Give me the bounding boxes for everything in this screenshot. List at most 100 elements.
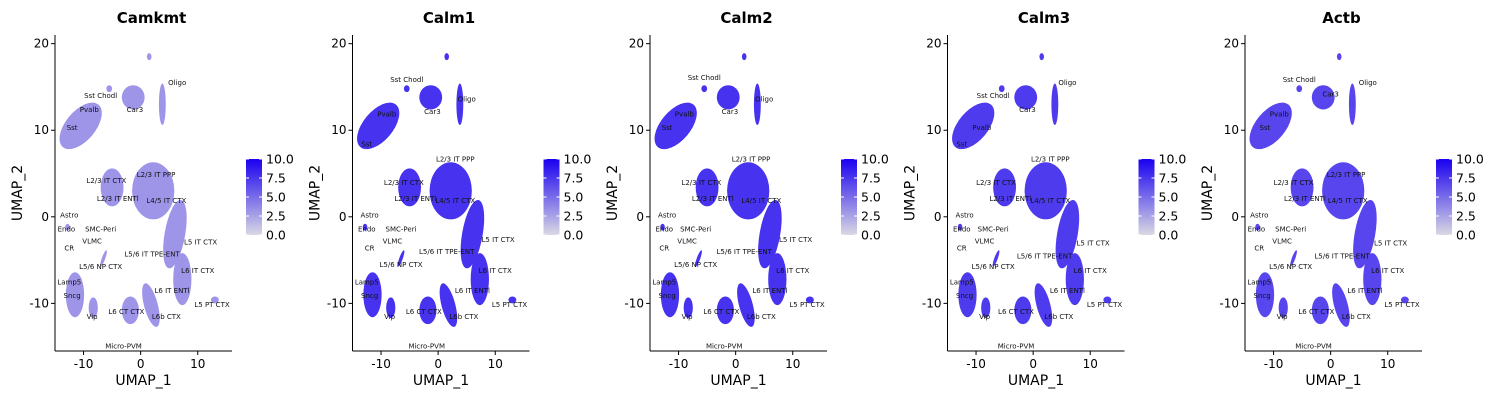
cluster-label: L5 IT CTX <box>482 236 515 244</box>
cluster-label: Endo <box>655 226 673 234</box>
cluster-label: SMC-Peri <box>978 226 1009 234</box>
x-tick-label: 0 <box>137 357 145 371</box>
cluster-label: L2/3 IT CTX <box>976 179 1016 187</box>
cluster-label: Oligo <box>755 96 773 104</box>
cluster-label: L4/5 IT CTX <box>435 197 475 205</box>
cluster-label: Oligo <box>458 96 476 104</box>
cell-cluster <box>470 253 489 306</box>
cell-cluster <box>1278 297 1288 319</box>
cell-cluster <box>173 253 192 306</box>
cell-cluster <box>1290 168 1314 207</box>
cell-cluster <box>1348 83 1356 126</box>
legend-tick-label: 2.5 <box>1456 209 1476 224</box>
cluster-label: Lamp5 <box>652 278 676 286</box>
cluster-label: L6 CT CTX <box>1298 308 1334 316</box>
y-tick-label: 0 <box>41 210 49 224</box>
cluster-label: L6 CT CTX <box>998 308 1034 316</box>
color-legend: 0.0 2.5 5.0 7.5 10.0 <box>1138 152 1187 243</box>
cluster-label: L5 IT CTX <box>184 239 217 247</box>
y-tick-label: 10 <box>34 123 49 137</box>
cell-cluster <box>456 83 464 126</box>
cluster-label: SMC-Peri <box>680 226 711 234</box>
y-tick-label: 0 <box>339 210 347 224</box>
cluster-label: L5 IT CTX <box>1374 239 1407 247</box>
cell-cluster <box>65 223 70 231</box>
y-axis-title: UMAP_2 <box>605 165 621 221</box>
cluster-label: Sst Chodl <box>977 92 1010 100</box>
cluster-label: Endo <box>358 226 376 234</box>
x-tick-label: 0 <box>434 357 442 371</box>
cell-cluster <box>701 85 708 93</box>
cluster-label: L5/6 IT TPE-ENT <box>717 248 773 256</box>
cell-cluster <box>121 85 145 110</box>
cell-cluster <box>1255 272 1275 318</box>
x-tick-label: 0 <box>1029 357 1037 371</box>
legend-tick-label: 5.0 <box>1456 190 1476 205</box>
cluster-label: L5/6 IT TPE-ENT <box>419 248 475 256</box>
cluster-label: L5/6 NP CTX <box>380 261 423 269</box>
cluster-label: Endo <box>1248 226 1266 234</box>
cell-cluster <box>1363 253 1382 306</box>
cell-cluster <box>1065 253 1084 306</box>
legend-colorbar <box>841 159 857 235</box>
cluster-label: L5/6 IT TPE-ENT <box>124 251 180 259</box>
cluster-label: Astro <box>1250 212 1268 220</box>
cluster-label: L2/3 IT PPP <box>436 155 475 163</box>
cluster-label: Astro <box>956 212 974 220</box>
legend-tick-label: 10.0 <box>266 152 294 167</box>
cluster-label: SMC-Peri <box>85 226 116 234</box>
cell-cluster <box>660 223 665 231</box>
cluster-label: Lamp5 <box>950 278 974 286</box>
cluster-label: VLMC <box>82 238 102 246</box>
color-legend: 0.0 2.5 5.0 7.5 10.0 <box>841 152 889 243</box>
cell-cluster <box>958 272 977 318</box>
cluster-label: L6 IT ENTl <box>1050 287 1085 295</box>
cluster-label: L6 IT ENTl <box>1347 287 1382 295</box>
y-tick-label: 20 <box>629 37 644 51</box>
cluster-label: VLMC <box>975 238 995 246</box>
cell-cluster <box>737 283 755 327</box>
y-tick-label: 10 <box>331 123 346 137</box>
cluster-label: L5/6 NP CTX <box>972 263 1015 271</box>
cluster-label: L5 IT CTX <box>1077 239 1110 247</box>
feature-plot-panel: Calm2 -10 0 10 -10 0 10 20 UMAP_1 UMAP_2 Sst Chodl… <box>605 9 889 389</box>
cluster-label: L2/3 IT CTX <box>1274 179 1314 187</box>
cell-cluster <box>508 296 517 304</box>
legend-tick-label: 5.0 <box>1159 190 1179 205</box>
cell-cluster <box>716 296 734 325</box>
cluster-label: L6b CTX <box>449 313 478 321</box>
cell-point-cloud <box>654 53 814 327</box>
cluster-label: SMC-Peri <box>1275 226 1306 234</box>
legend-tick-label: 10.0 <box>564 152 592 167</box>
cluster-label: L5/6 NP CTX <box>79 263 122 271</box>
y-axis-title: UMAP_2 <box>903 165 919 221</box>
y-tick-label: -10 <box>29 296 49 310</box>
legend-tick-label: 0.0 <box>266 228 286 243</box>
cell-cluster <box>957 223 963 231</box>
y-axis-title: UMAP_2 <box>10 165 26 221</box>
cluster-label: L6 IT CTX <box>1371 267 1404 275</box>
cell-cluster <box>59 102 102 150</box>
cluster-label: Vip <box>1277 313 1289 321</box>
cell-cluster <box>1353 199 1377 269</box>
cell-cluster <box>403 85 410 93</box>
legend-tick-label: 10.0 <box>861 152 889 167</box>
cell-cluster <box>88 297 98 319</box>
cell-cluster <box>1249 102 1292 150</box>
y-tick-label: -10 <box>327 296 347 310</box>
legend-tick-label: 2.5 <box>266 209 286 224</box>
cell-cluster <box>1311 296 1329 325</box>
x-tick-label: 0 <box>732 357 740 371</box>
cell-cluster <box>1014 296 1032 325</box>
legend-tick-label: 10.0 <box>1159 152 1187 167</box>
cell-cluster <box>1039 53 1044 61</box>
cluster-label: Micro-PVM <box>1295 342 1332 350</box>
cluster-label: Micro-PVM <box>105 342 142 350</box>
y-tick-label: -10 <box>624 296 644 310</box>
legend-tick-label: 7.5 <box>564 171 584 186</box>
cluster-label: Car3 <box>1019 106 1036 114</box>
cluster-label: Vip <box>87 313 99 321</box>
cluster-label: Sncg <box>956 292 973 300</box>
cell-cluster <box>768 253 787 306</box>
